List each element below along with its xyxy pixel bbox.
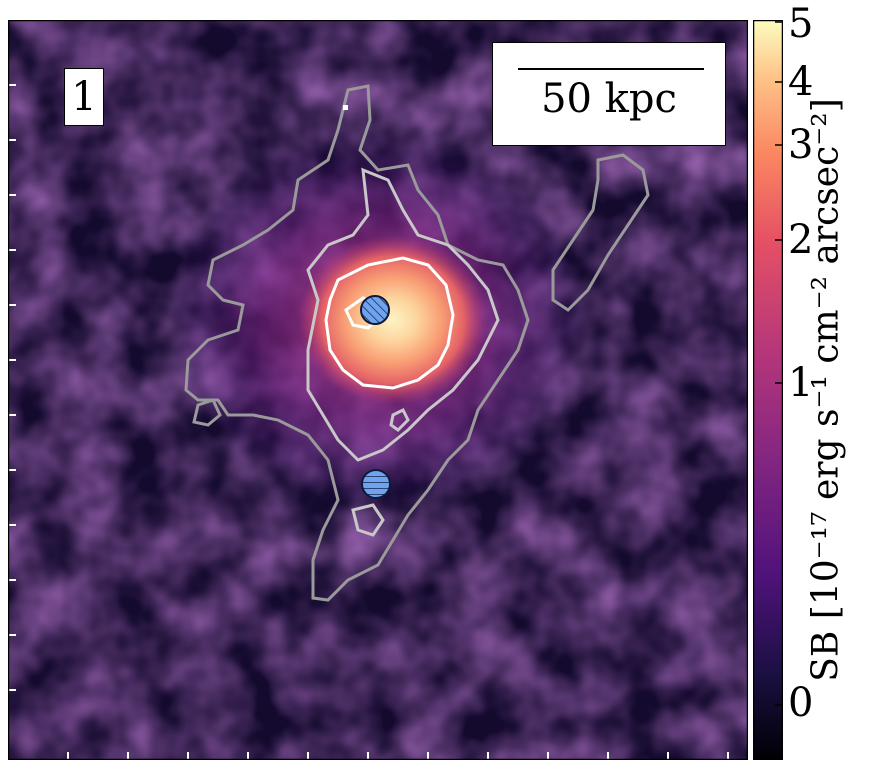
contour-middle-small xyxy=(389,407,410,432)
bottom-ticks xyxy=(67,752,729,760)
contour-middle-lower xyxy=(351,503,385,537)
colorbar-tick-2: 2 xyxy=(788,217,814,263)
contour-middle xyxy=(306,167,500,462)
colorbar-tick-0: 0 xyxy=(788,680,814,726)
left-ticks xyxy=(8,84,16,691)
contour-inner xyxy=(324,256,455,390)
scale-bar-box: 50 kpc xyxy=(492,42,726,146)
colorbar-tick-1: 1 xyxy=(788,360,814,406)
scale-bar-label: 50 kpc xyxy=(541,76,677,122)
contour-outer-left-blob xyxy=(192,398,222,427)
source-marker-hatched-horizontal xyxy=(361,469,391,499)
contour-outer-right-blob xyxy=(551,153,650,312)
map-frame xyxy=(8,20,748,760)
map-dot xyxy=(343,105,348,110)
colorbar-tick-5: 5 xyxy=(788,1,814,47)
colorbar-tick-4: 4 xyxy=(788,59,814,105)
colorbar-tick-3: 3 xyxy=(788,122,814,168)
scale-bar-line xyxy=(518,68,704,70)
colorbar-gradient xyxy=(753,20,783,760)
colorbar xyxy=(753,20,783,760)
panel-number-label: 1 xyxy=(64,68,104,126)
colorbar-frame xyxy=(753,20,783,760)
colorbar-ticks xyxy=(775,21,783,706)
contour-outer xyxy=(184,84,530,602)
source-marker-hatched-diagonal xyxy=(360,295,390,325)
colorbar-label-text: SB [10⁻¹⁷ erg s⁻¹ cm⁻² arcsec⁻²] xyxy=(805,98,847,682)
